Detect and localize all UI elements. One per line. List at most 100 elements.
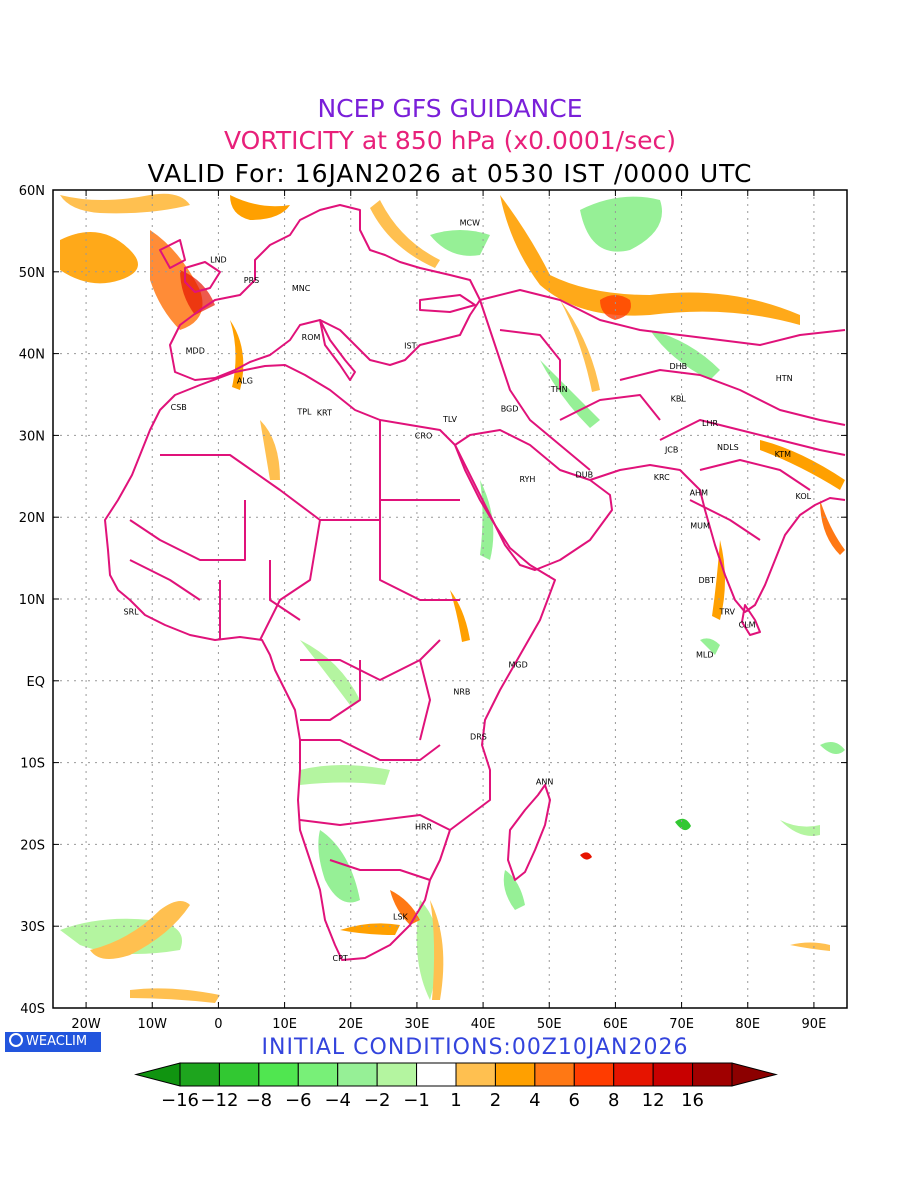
- colorbar-tick-label: −1: [403, 1090, 430, 1111]
- city-label-cro: CRO: [415, 431, 432, 440]
- vorticity-colorbar: −16 −12 −8 −6 −4 −2 −1 1 2 4 6 8 12 16: [134, 1062, 778, 1111]
- city-label-bgd: BGD: [501, 404, 519, 413]
- city-label-mld: MLD: [696, 651, 714, 660]
- colorbar-tick-label: 6: [569, 1090, 580, 1111]
- city-label-lhr: LHR: [702, 419, 718, 428]
- colorbar-swatch: [416, 1062, 457, 1087]
- lon-label: 0: [214, 1017, 222, 1032]
- vorticity-field: [60, 193, 845, 1003]
- lat-label: 60N: [19, 184, 45, 199]
- city-label-kbl: KBL: [671, 395, 687, 404]
- city-label-hrr: HRR: [415, 822, 433, 831]
- weaclim-logo: WEACLIM: [5, 1032, 101, 1052]
- colorbar-tick-label: −6: [285, 1090, 312, 1111]
- colorbar-tick-label: 2: [490, 1090, 501, 1111]
- colorbar-swatch: [376, 1062, 418, 1087]
- lon-label: 50E: [537, 1017, 562, 1032]
- coastlines-borders: [104, 204, 846, 961]
- logo-text: WEACLIM: [26, 1034, 88, 1049]
- lon-label: 30E: [405, 1017, 430, 1032]
- colorbar-tick-label: 16: [681, 1090, 704, 1111]
- lon-label: 20W: [71, 1017, 101, 1032]
- lon-label: 10W: [138, 1017, 168, 1032]
- city-label-ahm: AHM: [690, 489, 708, 498]
- city-label-ndls: NDLS: [717, 443, 739, 452]
- lon-label: 70E: [669, 1017, 694, 1032]
- colorbar-tick-label: −4: [324, 1090, 351, 1111]
- lat-label: 20S: [20, 838, 45, 853]
- colorbar-swatch: [337, 1062, 378, 1087]
- city-label-mcw: MCW: [460, 219, 480, 228]
- colorbar-tick-label: 12: [642, 1090, 665, 1111]
- city-label-prs: PRS: [244, 276, 259, 285]
- city-label-ist: IST: [404, 341, 416, 350]
- city-label-krt: KRT: [317, 408, 332, 417]
- city-label-clm: CLM: [739, 620, 756, 629]
- city-label-alg: ALG: [237, 377, 253, 386]
- colorbar-swatch: [573, 1062, 615, 1087]
- city-label-cpt: CPT: [333, 954, 348, 963]
- colorbar-under-arrow: [134, 1062, 181, 1087]
- city-label-csb: CSB: [171, 403, 187, 412]
- colorbar-tick-label: −16: [161, 1090, 199, 1111]
- city-label-htn: HTN: [776, 374, 793, 383]
- city-label-kol: KOL: [796, 492, 812, 501]
- lat-label: EQ: [27, 675, 45, 690]
- colorbar-swatch: [692, 1062, 733, 1087]
- colorbar-swatch: [652, 1062, 694, 1087]
- lon-label: 80E: [735, 1017, 760, 1032]
- lat-label: 10S: [20, 757, 45, 772]
- colorbar-swatch: [613, 1062, 654, 1087]
- header-field-title: VORTICITY at 850 hPa (x0.0001/sec): [223, 126, 676, 155]
- city-label-lsk: LSK: [393, 912, 409, 921]
- colorbar-swatch: [297, 1062, 339, 1087]
- header-model-title: NCEP GFS GUIDANCE: [317, 94, 583, 123]
- colorbar-tick-label: 1: [450, 1090, 461, 1111]
- lat-label: 40S: [20, 1002, 45, 1017]
- city-label-dub: DUB: [576, 471, 594, 480]
- city-label-ryh: RYH: [519, 475, 535, 484]
- city-label-nrb: NRB: [453, 687, 470, 696]
- lon-label: 60E: [603, 1017, 628, 1032]
- lat-label: 40N: [19, 348, 45, 363]
- header-valid-time: VALID For: 16JAN2026 at 0530 IST /0000 U…: [147, 159, 753, 188]
- colorbar-swatch: [258, 1062, 299, 1087]
- city-label-srl: SRL: [124, 607, 140, 616]
- colorbar-swatch: [534, 1062, 575, 1087]
- city-label-mnc: MNC: [292, 284, 311, 293]
- city-label-ann: ANN: [536, 777, 553, 786]
- lat-label: 10N: [19, 593, 45, 608]
- lat-label: 20N: [19, 511, 45, 526]
- city-labels: MCW LND PRS MNC MDD ROM IST ALG CSB TPL KRT TLV CRO B…: [124, 219, 812, 963]
- city-label-krc: KRC: [654, 473, 670, 482]
- lon-label: 10E: [272, 1017, 297, 1032]
- city-label-trv: TRV: [718, 607, 735, 616]
- colorbar-tick-label: −2: [364, 1090, 391, 1111]
- colorbar-tick-label: 8: [608, 1090, 619, 1111]
- initial-conditions: INITIAL CONDITIONS:00Z10JAN2026: [261, 1035, 689, 1060]
- lat-label: 50N: [19, 266, 45, 281]
- city-label-ktm: KTM: [775, 450, 792, 459]
- lat-label: 30S: [20, 920, 45, 935]
- colorbar-swatch: [455, 1062, 496, 1087]
- lon-label: 20E: [338, 1017, 363, 1032]
- city-label-rom: ROM: [302, 333, 321, 342]
- city-label-mum: MUM: [690, 521, 710, 530]
- colorbar-tick-label: −12: [200, 1090, 238, 1111]
- city-label-dhb: DHB: [669, 362, 687, 371]
- city-label-tpl: TPL: [296, 408, 312, 417]
- city-label-lnd: LND: [210, 256, 227, 265]
- lon-label: 40E: [471, 1017, 496, 1032]
- lat-label: 30N: [19, 429, 45, 444]
- logo-circle-icon: [9, 1033, 23, 1047]
- colorbar-swatch: [218, 1062, 260, 1087]
- colorbar-tick-label: −8: [246, 1090, 273, 1111]
- colorbar-swatch: [494, 1062, 536, 1087]
- city-label-thn: THN: [550, 385, 568, 394]
- colorbar-over-arrow: [731, 1062, 778, 1087]
- lon-label: 90E: [802, 1017, 827, 1032]
- city-label-mgd: MGD: [509, 660, 528, 669]
- colorbar-swatch: [179, 1062, 220, 1087]
- colorbar-tick-label: 4: [529, 1090, 540, 1111]
